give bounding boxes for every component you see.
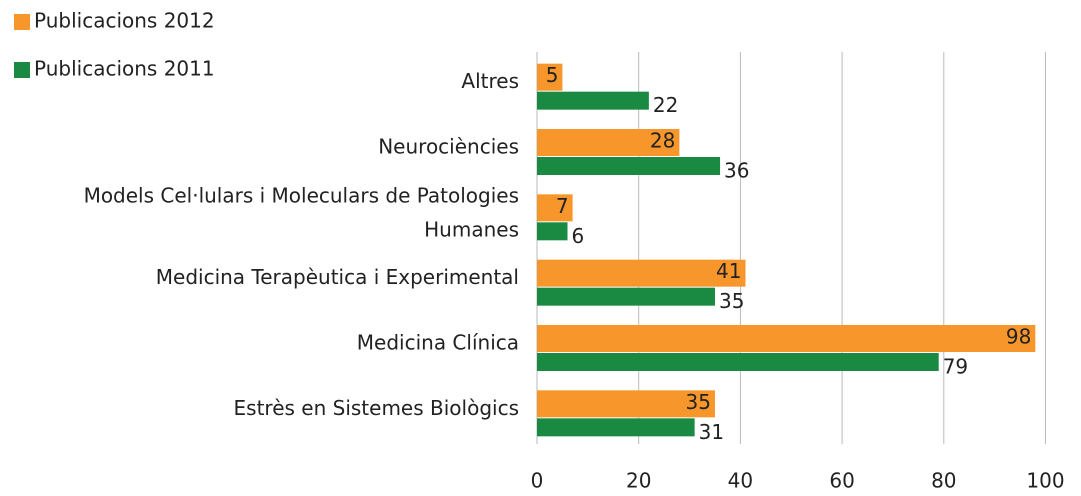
bar <box>537 222 568 241</box>
legend-label: Publicacions 2011 <box>34 57 215 81</box>
bar <box>537 390 715 418</box>
bar <box>537 287 715 306</box>
bar <box>537 157 721 175</box>
value-label: 22 <box>653 93 678 117</box>
bar <box>537 418 695 437</box>
value-label: 41 <box>716 259 741 283</box>
bar <box>537 325 1036 352</box>
value-label: 28 <box>650 129 675 153</box>
y-tick-label: Altres <box>461 69 519 93</box>
bar <box>537 194 573 222</box>
bar <box>537 91 649 110</box>
bar <box>537 259 746 287</box>
y-tick-label: Estrès en Sistemes Biològics <box>234 396 519 420</box>
value-label: 35 <box>719 289 744 313</box>
legend-swatch <box>14 14 30 30</box>
x-tick-label: 40 <box>728 469 753 493</box>
value-label: 35 <box>686 390 711 414</box>
bar <box>537 129 680 156</box>
x-tick-label: 60 <box>829 469 854 493</box>
value-label: 5 <box>546 63 559 87</box>
bar <box>537 353 939 371</box>
x-tick-label: 0 <box>531 469 544 493</box>
value-label: 6 <box>572 224 585 248</box>
x-tick-label: 100 <box>1026 469 1064 493</box>
value-label: 7 <box>556 194 569 218</box>
y-tick-label: Medicina Terapèutica i Experimental <box>156 265 519 289</box>
legend-label: Publicacions 2012 <box>34 9 215 33</box>
value-label: 79 <box>943 355 968 379</box>
bar <box>537 63 563 91</box>
value-label: 98 <box>1006 325 1031 349</box>
x-tick-label: 20 <box>626 469 651 493</box>
y-tick-label: Neurociències <box>378 135 519 159</box>
value-label: 31 <box>699 420 724 444</box>
x-tick-label: 80 <box>931 469 956 493</box>
y-tick-label: Medicina Clínica <box>357 331 519 355</box>
y-tick-label: Models Cel·lulars i Moleculars de Patolo… <box>84 183 519 241</box>
value-label: 36 <box>724 159 749 183</box>
legend-swatch <box>14 62 30 78</box>
